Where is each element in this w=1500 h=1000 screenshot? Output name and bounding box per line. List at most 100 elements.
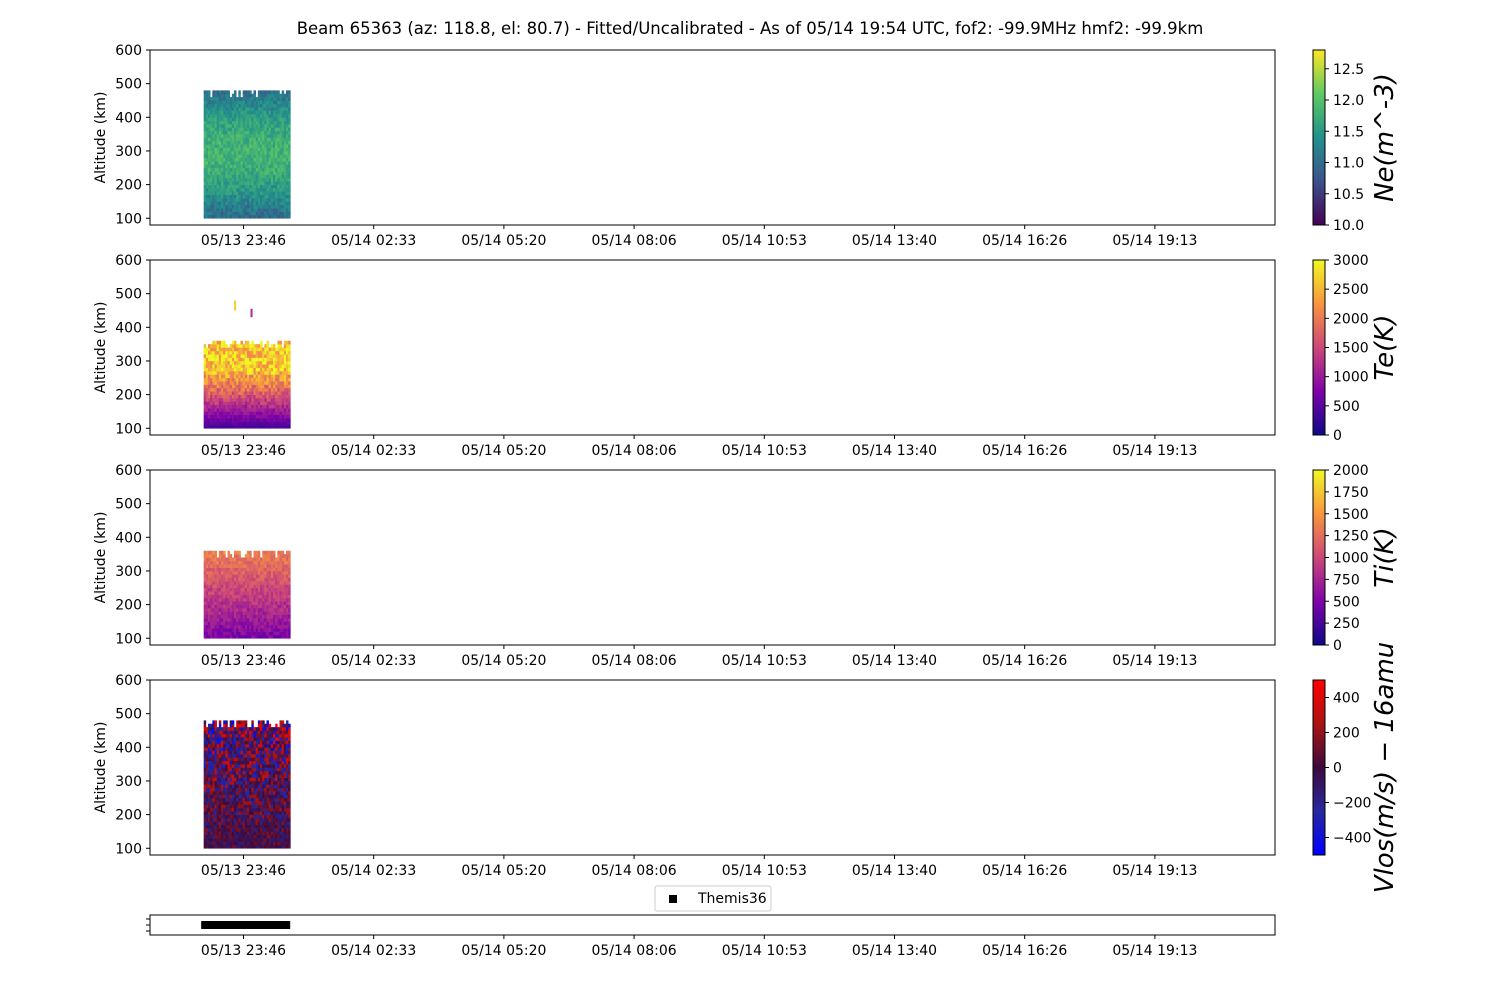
te-cell [249,424,252,429]
te-cell [264,350,267,355]
ti-cell [242,597,246,602]
vlos-cell [244,804,248,809]
vlos-cell [227,764,230,768]
te-cell [208,397,211,402]
te-cell [212,424,215,429]
vlos-cell [238,838,241,842]
vlos-cell [251,770,254,775]
ti-cell [242,587,246,592]
vlos-cell [270,807,274,812]
ti-cell [270,591,274,595]
te-cell [288,381,291,385]
vlos-cell [225,791,228,795]
ne-cell [260,97,263,101]
ti-cell [266,554,269,558]
vlos-cell [205,733,209,738]
te-cell [286,424,289,429]
ne-cell [251,154,254,158]
ne-cell [242,167,246,172]
vlos-cell [255,764,259,768]
ne-cell [273,214,276,219]
te-cell [231,408,235,412]
ne-cell [240,103,243,108]
vlos-cell [255,844,259,849]
te-cell [268,391,272,395]
ne-cell [255,198,259,202]
ne-cell [262,174,265,179]
ne-cell [251,134,254,138]
vlos-cell [205,801,209,805]
te-cell [236,404,239,409]
te-cell [251,350,254,355]
vlos-cell [218,811,222,815]
vlos-cell [251,794,254,799]
ti-cell [251,567,254,572]
te-cell [275,397,278,402]
vlos-cell [216,770,220,775]
vlos-cell [210,727,213,731]
vlos-cell [238,754,241,758]
te-cell [205,354,209,358]
ne-cell [262,130,265,135]
ti-cell [221,607,224,612]
ti-cell [210,628,213,632]
vlos-cell [268,770,272,775]
ne-cell [253,204,256,209]
vlos-cell [231,824,235,829]
vlos-cell [273,777,276,782]
vlos-cell [229,764,233,768]
vlos-cell [236,807,239,812]
ne-cell [205,184,209,189]
te-cell [212,344,215,348]
ne-cell [277,174,280,179]
ne-cell [251,140,254,145]
ne-cell [229,130,233,135]
te-cell [257,411,261,416]
ne-cell [216,107,220,111]
ne-cell [253,154,256,158]
ti-cell [216,557,220,562]
ti-xtick-label: 05/14 05:20 [461,653,546,669]
te-cell [242,371,246,375]
te-cell [281,394,285,399]
vlos-cell [203,764,207,768]
te-cell [229,360,233,365]
ne-cell [264,147,267,152]
ne-cell [281,198,285,202]
ne-cell [208,117,211,121]
ti-cell [244,574,248,578]
ne-cell [242,194,246,199]
ne-cell [266,201,269,206]
ti-cell [208,550,211,555]
te-cell [234,394,237,399]
ne-cell [221,100,224,105]
ti-cell [247,554,250,558]
ne-cell [212,191,215,196]
ti-cell [208,574,211,578]
vlos-cell [231,841,235,846]
vlos-cell [275,723,278,728]
te-cell [286,371,289,375]
vlos-cell [203,730,207,735]
vlos-cell [212,750,215,755]
ne-cell [234,147,237,152]
ti-cell [231,574,235,578]
te-cell [244,377,248,382]
ti-cell [264,621,267,626]
vlos-cell [270,828,274,832]
vlos-cell [210,740,213,745]
vlos-cell [247,821,250,826]
te-cell [208,394,211,399]
te-cell [236,357,239,362]
ne-cell [275,208,278,212]
vlos-cell [208,794,211,799]
ti-cell [234,624,237,629]
ne-cell [270,147,274,152]
ti-cell [281,564,285,568]
ne-cell [223,107,226,111]
te-cell [266,354,269,358]
ti-cell [238,581,241,585]
ti-cell [275,614,278,619]
vlos-cell [234,824,237,829]
ne-cell [216,161,220,165]
